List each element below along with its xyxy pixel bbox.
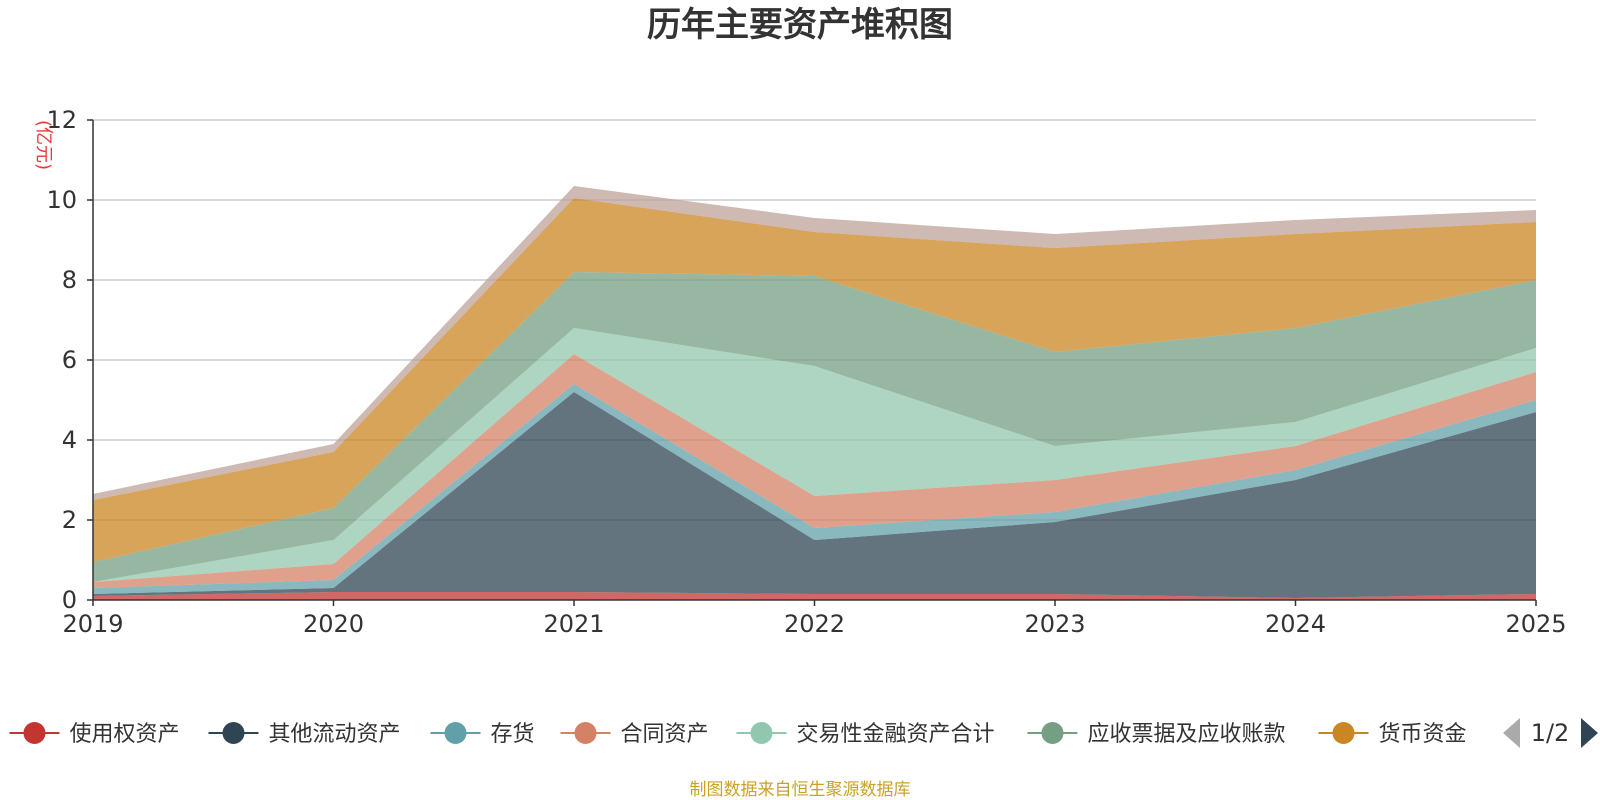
legend-label: 使用权资产: [70, 722, 180, 747]
legend-item[interactable]: 其他流动资产: [208, 722, 401, 747]
x-tick-label: 2020: [303, 610, 364, 638]
legend-item[interactable]: 存货: [430, 722, 535, 747]
legend-marker-icon: [444, 722, 467, 744]
x-tick-label: 2021: [543, 610, 604, 638]
x-tick-labels: 2019 2020 2021 2022 2023 2024 2025: [62, 600, 1567, 638]
y-tick-label: 12: [46, 106, 77, 134]
legend-label: 存货: [491, 722, 535, 747]
legend-label: 应收票据及应收账款: [1088, 722, 1286, 747]
legend-label: 交易性金融资产合计: [797, 722, 995, 747]
area-series[interactable]: [93, 354, 1536, 588]
x-tick-label: 2025: [1505, 610, 1566, 638]
legend-next-icon[interactable]: [1581, 718, 1598, 748]
y-tick-labels: 0 2 4 6 8 10 12: [46, 106, 93, 614]
area-series[interactable]: [93, 392, 1536, 598]
y-tick-label: 4: [62, 426, 77, 454]
legend-marker-icon: [1041, 722, 1064, 744]
legend-page-indicator: 1/2: [1531, 719, 1570, 747]
legend-marker-icon: [23, 722, 46, 744]
legend-pager[interactable]: 1/2: [1503, 718, 1598, 748]
legend-label: 货币资金: [1379, 722, 1467, 747]
data-source: 制图数据来自恒生聚源数据库: [690, 780, 911, 800]
area-series[interactable]: [93, 198, 1536, 562]
y-axis-unit: (亿元): [33, 120, 54, 170]
x-tick-label: 2024: [1265, 610, 1326, 638]
y-tick-label: 10: [46, 186, 77, 214]
legend-item[interactable]: 合同资产: [560, 722, 709, 747]
x-tick-label: 2023: [1024, 610, 1085, 638]
legend-marker-icon: [750, 722, 773, 744]
legend-label: 其他流动资产: [269, 722, 401, 747]
legend-marker-icon: [1332, 722, 1355, 744]
legend-prev-icon[interactable]: [1503, 718, 1520, 748]
legend-item[interactable]: 应收票据及应收账款: [1027, 722, 1286, 747]
area-series-group: [93, 186, 1536, 600]
y-tick-label: 8: [62, 266, 77, 294]
legend-marker-icon: [574, 722, 597, 744]
chart-title: 历年主要资产堆积图: [647, 5, 953, 45]
area-series[interactable]: [93, 272, 1536, 582]
x-tick-label: 2022: [784, 610, 845, 638]
area-series[interactable]: [93, 592, 1536, 600]
legend-item[interactable]: 货币资金: [1318, 722, 1467, 747]
y-tick-label: 0: [62, 586, 77, 614]
x-tick-label: 2019: [62, 610, 123, 638]
legend-item[interactable]: 交易性金融资产合计: [736, 722, 995, 747]
legend[interactable]: 使用权资产 其他流动资产 存货 合同资产 交易性金融资产合计 应收票据及应收账款 货币资金: [9, 722, 1467, 747]
y-tick-label: 6: [62, 346, 77, 374]
legend-item[interactable]: 使用权资产: [9, 722, 180, 747]
legend-label: 合同资产: [621, 722, 709, 747]
y-tick-label: 2: [62, 506, 77, 534]
legend-marker-icon: [222, 722, 245, 744]
area-series[interactable]: [93, 186, 1536, 500]
area-series[interactable]: [93, 328, 1536, 582]
